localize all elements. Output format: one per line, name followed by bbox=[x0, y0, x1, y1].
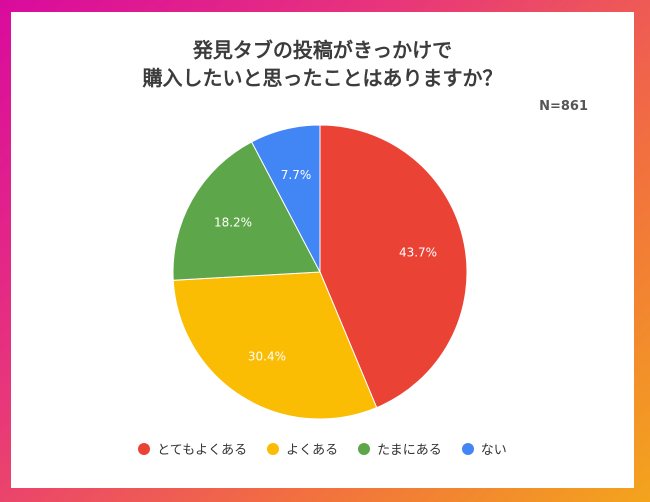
chart-card: 発見タブの投稿がきっかけで 購入したいと思ったことはありますか？ N=861 4… bbox=[11, 12, 634, 488]
legend-swatch-2 bbox=[267, 442, 280, 455]
pie-slice-4 bbox=[250, 124, 321, 273]
chart-title-line-1: 発見タブの投稿がきっかけで bbox=[192, 38, 453, 62]
pie-chart: 43.7% 30.4% 18.2% 7.7% bbox=[172, 124, 468, 420]
legend-swatch-4 bbox=[461, 442, 474, 455]
chart-title: 発見タブの投稿がきっかけで 購入したいと思ったことはありますか？ bbox=[11, 36, 634, 92]
legend-label-4: ない bbox=[480, 443, 507, 458]
legend-label-1: とてもよくある bbox=[157, 443, 248, 458]
legend-label-2: よくある bbox=[286, 443, 339, 458]
chart-legend: とてもよくある よくある たまにある ない bbox=[11, 439, 634, 458]
legend-item-1: とてもよくある bbox=[138, 439, 247, 458]
legend-swatch-1 bbox=[138, 442, 151, 455]
sample-size-label: N=861 bbox=[539, 99, 588, 114]
legend-item-4: ない bbox=[461, 439, 507, 458]
legend-label-3: たまにある bbox=[377, 443, 442, 458]
slice-value-label-1: 43.7% bbox=[399, 245, 437, 259]
chart-title-line-2: 購入したいと思ったことはありますか？ bbox=[142, 66, 503, 90]
slice-value-label-2: 30.4% bbox=[248, 350, 286, 364]
pie-slice-1 bbox=[319, 124, 468, 409]
legend-item-2: よくある bbox=[267, 439, 338, 458]
slice-value-label-4: 7.7% bbox=[281, 168, 312, 182]
pie-slice-2 bbox=[172, 271, 378, 420]
legend-item-3: たまにある bbox=[358, 439, 442, 458]
slice-value-label-3: 18.2% bbox=[214, 216, 252, 230]
legend-swatch-3 bbox=[358, 442, 371, 455]
pie-slice-3 bbox=[172, 141, 321, 281]
